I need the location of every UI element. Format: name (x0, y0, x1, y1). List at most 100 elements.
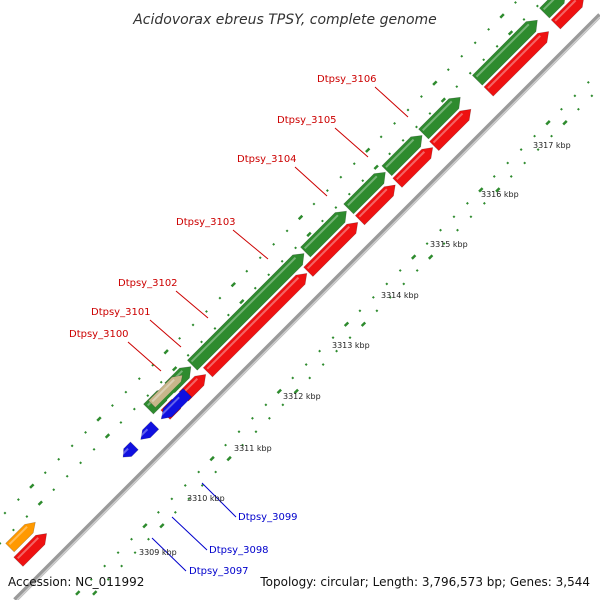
tick-mark (197, 470, 201, 474)
tick-mark (187, 497, 191, 501)
tick-mark (507, 30, 514, 36)
cds-red-arrow-highlight (432, 112, 464, 144)
tick-mark (104, 433, 111, 439)
cds-green-arrow (539, 0, 565, 19)
cds-red-arrow-highlight (396, 151, 426, 181)
cds-red-arrow (483, 31, 550, 97)
tick-mark (343, 321, 350, 327)
tick-mark (334, 206, 338, 209)
tick-mark (385, 282, 389, 286)
tick-mark (388, 295, 392, 299)
cds-red-arrow (303, 222, 359, 277)
gene-label-dtpsy-3103[interactable]: Dtpsy_3103 (176, 217, 236, 228)
tick-mark (132, 407, 136, 411)
tick-mark (499, 13, 505, 19)
gene-label-dtpsy-3105[interactable]: Dtpsy_3105 (277, 115, 337, 126)
tick-mark (373, 164, 379, 170)
cds-green-arrow (343, 171, 386, 215)
tick-mark (92, 447, 96, 451)
tick-mark (573, 94, 577, 98)
backbone (13, 13, 600, 600)
gene-label-dtpsy-3100[interactable]: Dtpsy_3100 (69, 329, 129, 340)
tick-mark (280, 259, 284, 263)
cds-red-arrow-highlight (306, 225, 351, 270)
leader-line (171, 516, 208, 551)
tick-mark (285, 229, 289, 233)
cds-red-arrow-highlight (487, 35, 541, 89)
tick-mark (120, 564, 124, 568)
tick-mark (442, 242, 446, 246)
gene-label-dtpsy-3101[interactable]: Dtpsy_3101 (91, 307, 151, 318)
tick-mark (411, 254, 417, 260)
cds-green-arrow (381, 135, 423, 177)
tick-mark (325, 189, 329, 192)
tick-mark (291, 376, 295, 380)
tick-mark (522, 18, 526, 21)
tick-mark (401, 138, 405, 142)
tick-mark (348, 336, 352, 340)
tick-mark (130, 537, 133, 541)
tick-mark (137, 377, 141, 381)
tick-mark (339, 175, 343, 179)
tick-mark (536, 148, 540, 151)
tick-mark (533, 134, 536, 138)
tick-label-3315: 3315 kbp (430, 240, 468, 249)
tick-mark (306, 231, 312, 238)
tick-mark (25, 515, 29, 518)
tick-mark (469, 215, 473, 219)
gene-label-dtpsy-3099[interactable]: Dtpsy_3099 (238, 512, 298, 523)
leader-line (201, 482, 237, 518)
tick-mark (70, 444, 74, 448)
tick-mark (415, 269, 419, 272)
tick-mark (460, 54, 464, 58)
tick-labels: 3309 kbp 3310 kbp 3311 kbp 3312 kbp 3313… (139, 141, 571, 557)
tick-mark (213, 327, 217, 330)
tick-mark (415, 125, 418, 129)
tick-mark (239, 298, 245, 305)
gene-label-dtpsy-3104[interactable]: Dtpsy_3104 (237, 154, 297, 165)
tick-mark (576, 107, 580, 111)
tick-mark (545, 120, 551, 126)
cds-green-arrow-highlight (303, 214, 339, 250)
tick-mark (304, 363, 308, 366)
tick-mark (514, 1, 517, 4)
feature-track (5, 0, 584, 567)
tick-label-3316: 3316 kbp (481, 190, 519, 199)
tick-label-3317: 3317 kbp (533, 141, 571, 150)
gene-label-dtpsy-3106[interactable]: Dtpsy_3106 (317, 74, 377, 85)
tick-mark (170, 497, 174, 501)
tick-mark (214, 470, 218, 474)
gene-label-dtpsy-3097[interactable]: Dtpsy_3097 (189, 566, 249, 577)
tick-mark (519, 148, 523, 151)
tick-mark (393, 121, 396, 125)
tick-label-3313: 3313 kbp (332, 341, 370, 350)
tick-mark (456, 228, 459, 232)
tick-mark (318, 349, 322, 353)
tick-mark (509, 175, 513, 178)
cds-blue-arrow-3099-highlight (160, 396, 180, 417)
accession-text: Accession: NC_011992 (8, 575, 144, 589)
gene-label-dtpsy-3102[interactable]: Dtpsy_3102 (118, 278, 178, 289)
tick-mark (12, 528, 15, 532)
cds-red-arrow (392, 147, 434, 188)
tick-mark (406, 108, 410, 112)
tick-mark (371, 295, 375, 299)
tick-mark (487, 27, 491, 31)
tick-mark (482, 58, 486, 62)
cds-green-arrow-highlight (542, 0, 555, 11)
tick-mark (535, 4, 539, 8)
tick-mark (425, 242, 429, 246)
tick-mark (111, 404, 114, 407)
tick-mark (146, 394, 150, 398)
map-title: Acidovorax ebreus TPSY, complete genome (132, 12, 437, 28)
tick-mark (159, 380, 163, 384)
tick-mark (388, 152, 392, 156)
tick-mark (495, 187, 501, 193)
tick-mark (495, 44, 499, 48)
tick-mark (358, 309, 362, 313)
leader-line (334, 127, 369, 158)
tick-mark (267, 273, 271, 277)
gene-label-dtpsy-3098[interactable]: Dtpsy_3098 (209, 545, 269, 556)
tick-mark (590, 94, 594, 98)
